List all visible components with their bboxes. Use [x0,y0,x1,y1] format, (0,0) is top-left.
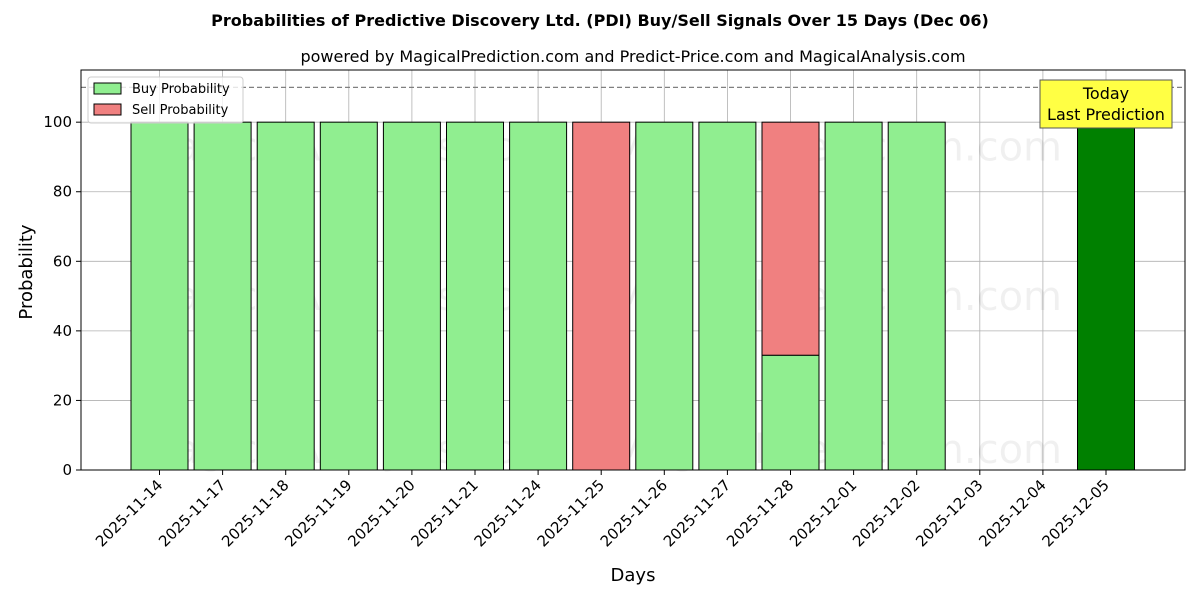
legend-label: Sell Probability [132,103,229,118]
sell-bar [761,121,820,356]
annotation-group: Today Last Prediction [1039,79,1173,129]
x-tick-label: 2025-11-24 [471,476,545,550]
x-tick-label: 2025-12-01 [786,476,860,550]
x-tick-label: 2025-11-17 [155,476,229,550]
legend: Buy Probability Sell Probability [87,76,244,124]
x-tick-label: 2025-11-18 [218,476,292,550]
x-tick-label: 2025-11-19 [281,476,355,550]
legend-swatch [93,82,122,95]
x-tick-label: 2025-12-03 [912,476,986,550]
buy-bar [824,121,883,471]
buy-bar [635,121,694,471]
buy-bar [698,121,757,471]
sell-bar [572,121,631,471]
bars [130,121,1135,471]
y-tick-label: 40 [53,322,72,340]
buy-bar [193,121,252,471]
axes [80,69,1186,471]
legend-swatch [93,103,122,116]
chart-subtitle: powered by MagicalPrediction.com and Pre… [300,47,965,66]
x-tick-label: 2025-11-14 [92,476,166,550]
annotation-box [1039,79,1173,129]
buy-bar [382,121,441,471]
y-tick-label: 100 [43,113,72,131]
x-tick-label: 2025-12-05 [1038,476,1112,550]
x-tick-label: 2025-11-25 [534,476,608,550]
buy-bar [319,121,378,471]
x-tick-label: 2025-12-04 [975,476,1049,550]
x-tick-label: 2025-11-27 [660,476,734,550]
buy-bar [887,121,946,471]
buy-bar [761,354,820,471]
x-tick-label: 2025-11-21 [407,476,481,550]
buy-bar [509,121,568,471]
y-tick-label: 80 [53,183,72,201]
annotation-text: Today [1082,84,1129,103]
x-tick-label: 2025-11-20 [344,476,418,550]
y-axis-label: Probability [16,224,37,319]
x-tick-label: 2025-11-26 [597,476,671,550]
chart-title: Probabilities of Predictive Discovery Lt… [211,11,989,30]
y-tick-label: 60 [53,252,72,270]
y-tick-label: 0 [62,461,72,479]
buy-bar [256,121,315,471]
buy-bar [446,121,504,471]
legend-label: Buy Probability [132,82,230,97]
annotation-text: Last Prediction [1047,105,1165,124]
buy-bar [1077,121,1135,471]
x-tick-label: 2025-11-28 [723,476,797,550]
buy-bar [130,121,189,471]
legend-box [87,76,244,124]
y-tick-label: 20 [53,391,72,409]
x-axis-label: Days [611,565,656,586]
plot-frame [80,69,1186,471]
x-tick-label: 2025-12-02 [849,476,923,550]
